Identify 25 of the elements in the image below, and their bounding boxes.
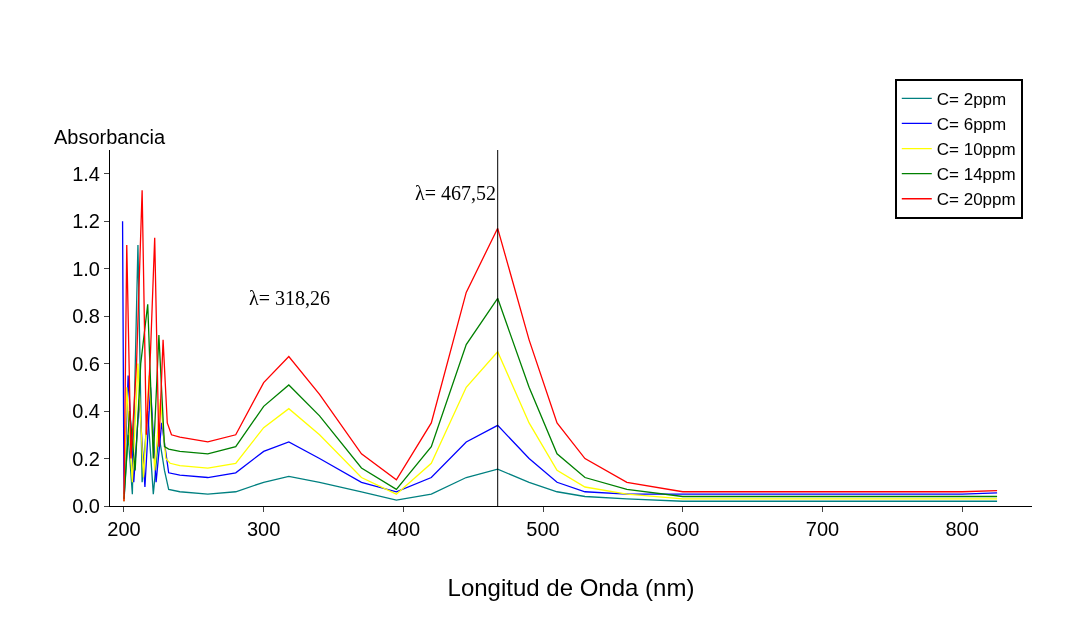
- x-tick-label: 600: [666, 518, 700, 540]
- y-tick-label: 0.0: [72, 495, 100, 517]
- y-tick-label: 0.4: [72, 400, 100, 423]
- x-tick-label: 200: [107, 518, 141, 540]
- x-tick-label: 400: [386, 518, 421, 540]
- legend-label: C= 10ppm: [936, 140, 1016, 160]
- legend-label: C= 14ppm: [936, 165, 1016, 185]
- annotation: λ= 318,26: [249, 287, 330, 309]
- legend-label: C= 6ppm: [936, 115, 1007, 135]
- legend-label: C= 2ppm: [936, 89, 1007, 109]
- y-tick-label: 1.4: [72, 162, 100, 185]
- y-tick-label: 1.0: [72, 257, 100, 280]
- x-tick-label: 500: [526, 518, 560, 540]
- y-tick-label: 0.2: [72, 447, 100, 470]
- x-tick-label: 300: [246, 518, 281, 540]
- x-tick-label: 700: [805, 518, 840, 540]
- y-tick-label: 0.8: [72, 305, 100, 328]
- y-tick-label: 0.6: [72, 352, 100, 375]
- line-series: [123, 351, 998, 502]
- y-tick-label: 1.2: [72, 210, 100, 233]
- legend-label: C= 20ppm: [936, 190, 1016, 210]
- y-axis-title: Absorbancia: [54, 126, 167, 148]
- x-axis-title: Longitud de Onda (nm): [447, 574, 695, 602]
- annotation: λ= 467,52: [415, 182, 496, 204]
- x-tick-label: 800: [945, 518, 979, 540]
